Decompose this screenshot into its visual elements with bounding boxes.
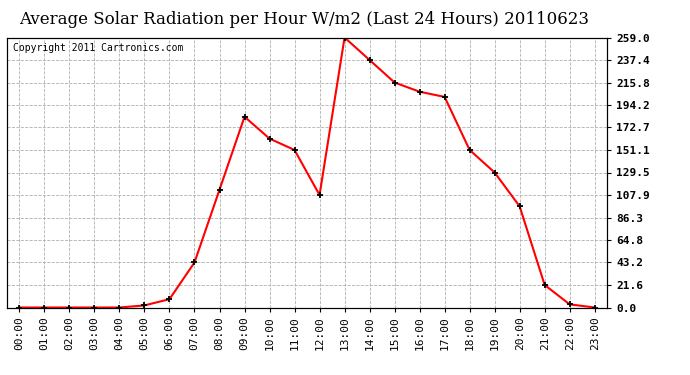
Text: Copyright 2011 Cartronics.com: Copyright 2011 Cartronics.com	[13, 43, 184, 53]
Text: Average Solar Radiation per Hour W/m2 (Last 24 Hours) 20110623: Average Solar Radiation per Hour W/m2 (L…	[19, 11, 589, 28]
